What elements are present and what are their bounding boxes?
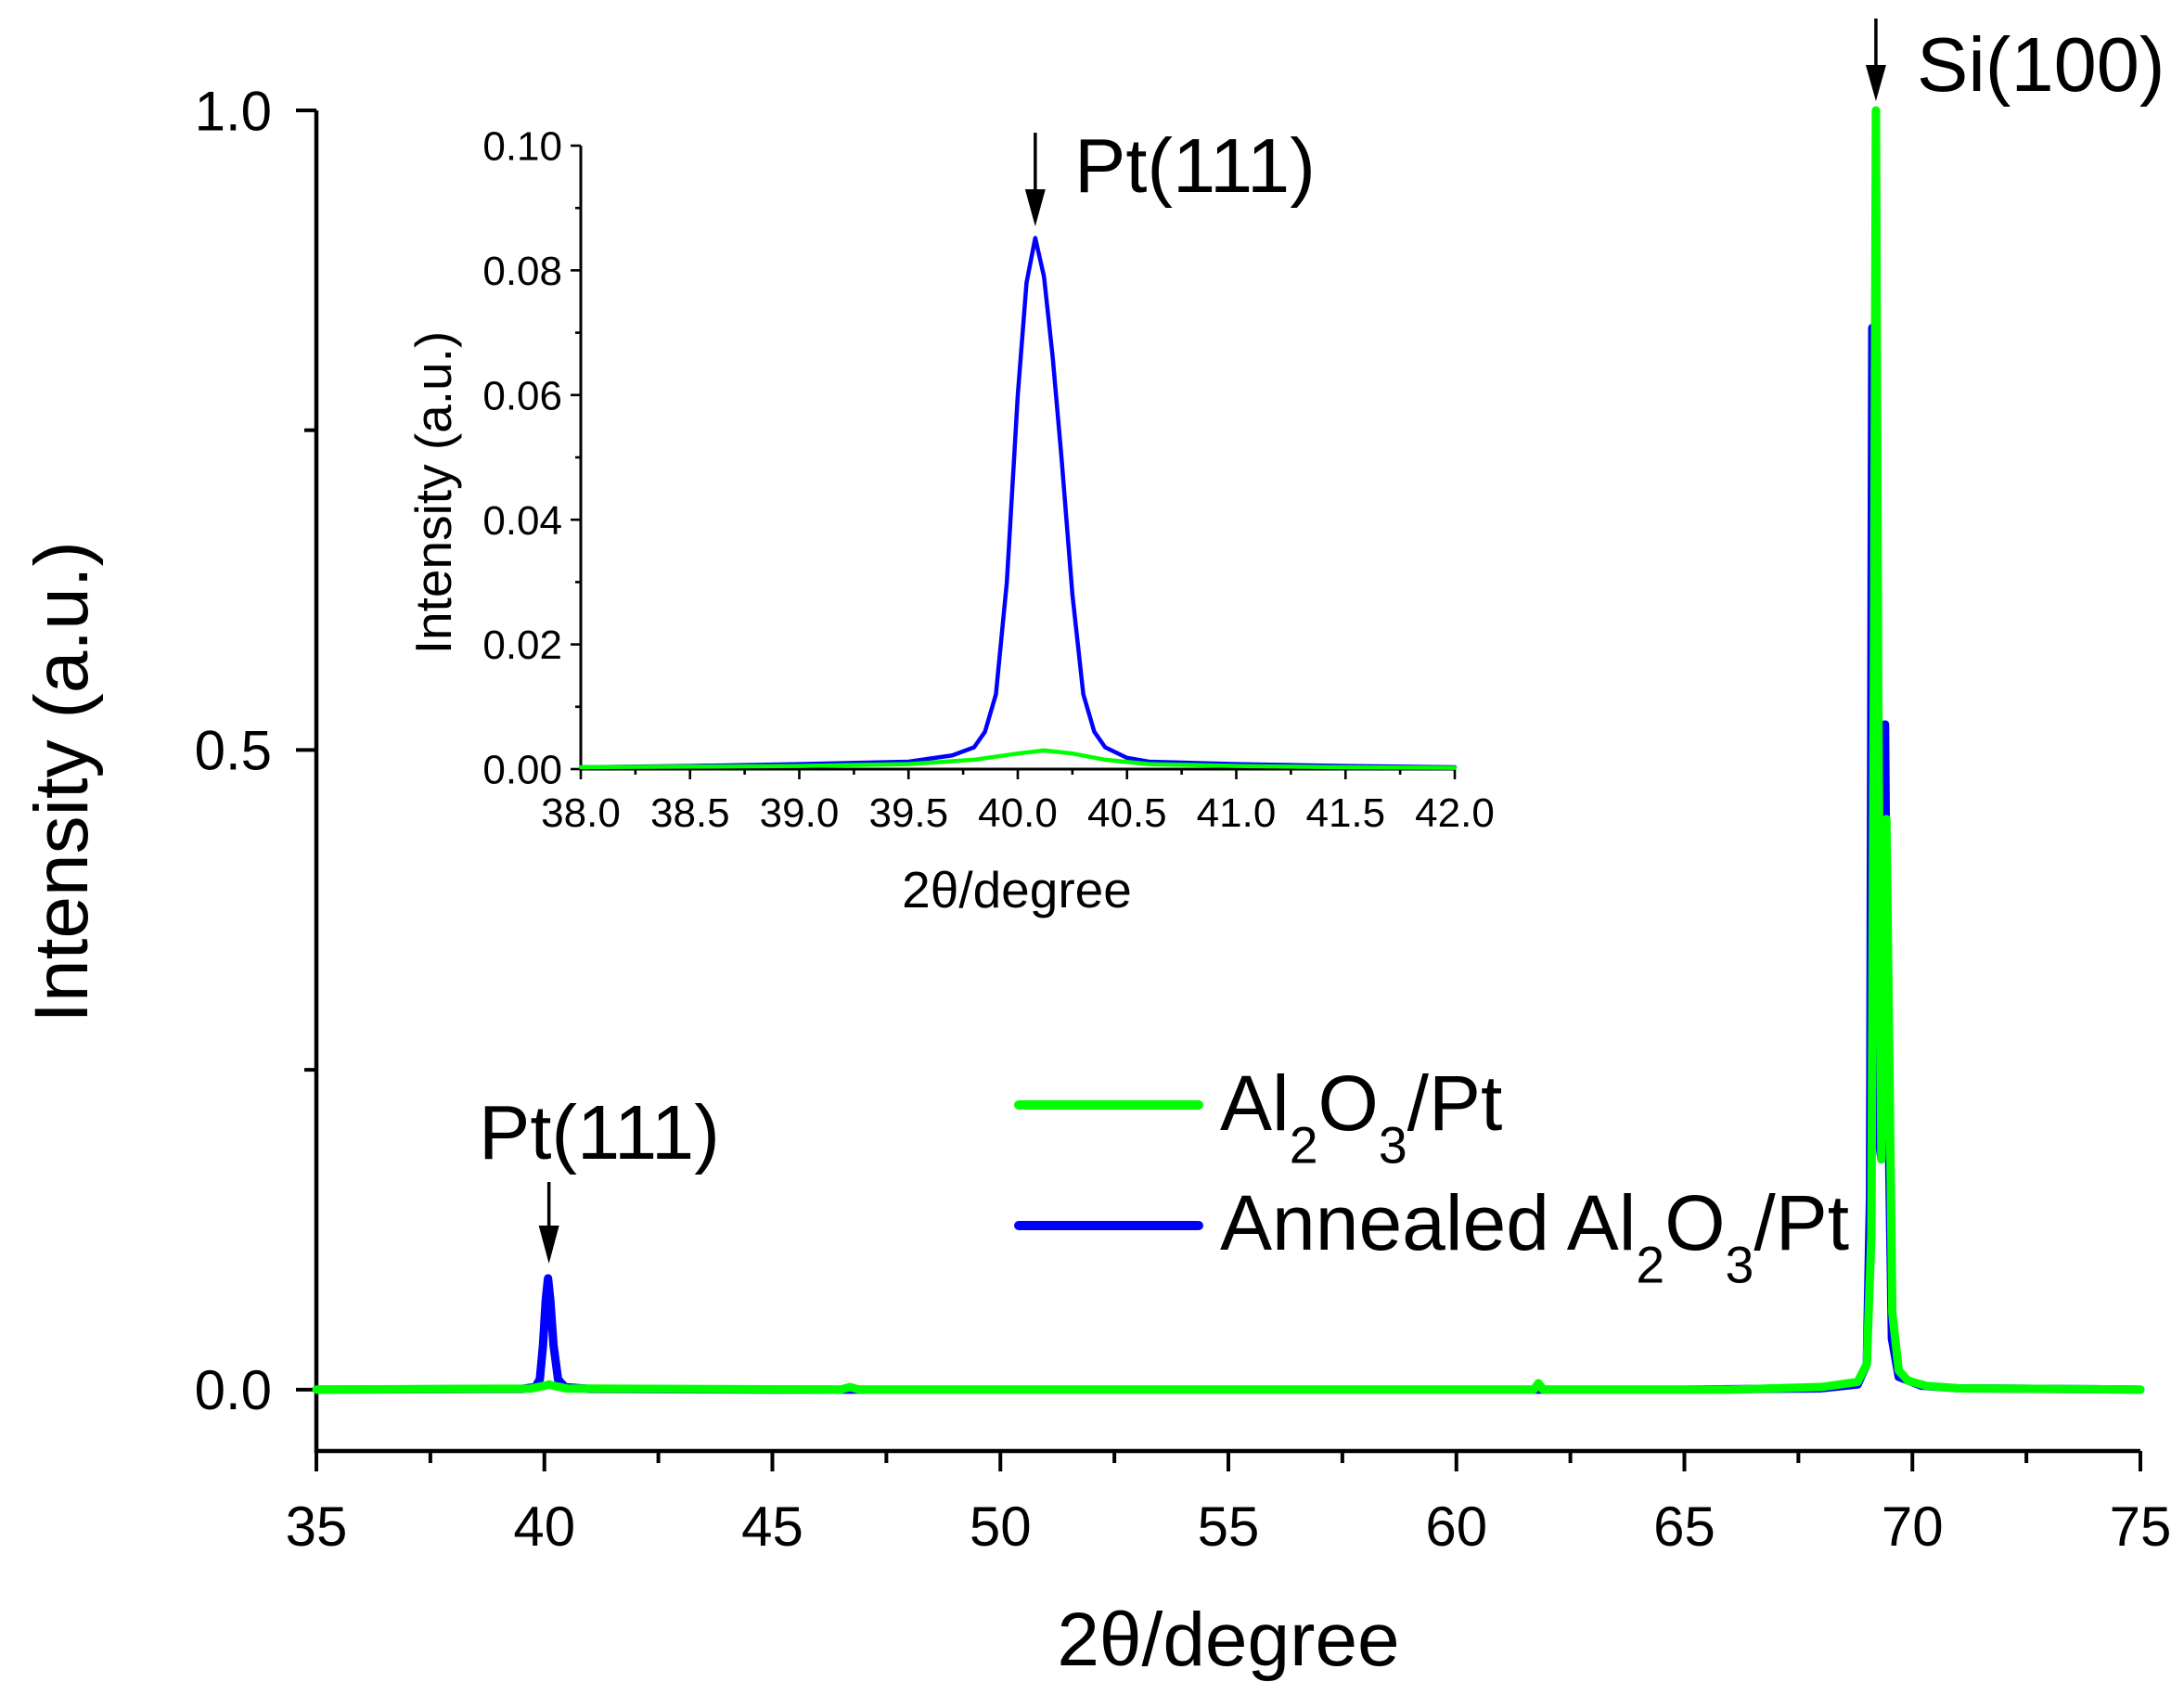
series-line-al2o3-pt bbox=[312, 106, 2145, 1394]
y-tick-label-0-5: 0.5 bbox=[195, 720, 272, 782]
inset-y-tick-label-0-08: 0.08 bbox=[482, 249, 562, 294]
legend-label-al2o3-pt: Al2O3/Pt bbox=[1220, 1059, 1502, 1174]
inset-y-axis-title: Intensity (a.u.) bbox=[405, 331, 462, 654]
inset-x-tick-label-39-0: 39.0 bbox=[760, 790, 840, 836]
inset-y-tick-label-0-10: 0.10 bbox=[482, 124, 562, 170]
inset-x-tick-label-41-5: 41.5 bbox=[1305, 790, 1385, 836]
inset-y-tick-label-0-06: 0.06 bbox=[482, 373, 562, 418]
x-tick-label-75: 75 bbox=[2110, 1496, 2172, 1558]
legend-text-part: O bbox=[1318, 1059, 1379, 1147]
inset-y-tick-label-0-02: 0.02 bbox=[482, 623, 562, 668]
inset-x-tick-label-40-0: 40.0 bbox=[978, 790, 1058, 836]
inset-x-tick-label-39-5: 39.5 bbox=[868, 790, 948, 836]
y-tick-label-0-0: 0.0 bbox=[195, 1359, 272, 1421]
inset-x-tick-label-38-5: 38.5 bbox=[650, 790, 730, 836]
inset-y-tick-label-0-04: 0.04 bbox=[482, 498, 562, 544]
x-tick-label-65: 65 bbox=[1653, 1496, 1715, 1558]
inset-annotation-label-pt-111: Pt(111) bbox=[1074, 122, 1316, 209]
x-tick-label-45: 45 bbox=[741, 1496, 803, 1558]
inset-x-tick-label-41-0: 41.0 bbox=[1197, 790, 1277, 836]
x-tick-label-60: 60 bbox=[1425, 1496, 1487, 1558]
legend-label-annealed-al2o3-pt: Annealed Al2O3/Pt bbox=[1220, 1179, 1849, 1293]
legend-text-part: /Pt bbox=[1407, 1059, 1503, 1147]
inset-annotation-arrow-head-pt-111 bbox=[1024, 189, 1046, 226]
legend-text-part: Annealed Al bbox=[1220, 1179, 1636, 1266]
y-tick-label-1-0: 1.0 bbox=[195, 80, 272, 142]
main-plot: 35 40 45 50 55 60 65 70 75 0.0 0.5 1.0 2θ/degree Inte… bbox=[19, 19, 2171, 1682]
series-group bbox=[312, 106, 2145, 1394]
legend-subscript: 2 bbox=[1290, 1116, 1318, 1174]
legend-subscript: 3 bbox=[1379, 1116, 1407, 1174]
inset-x-tick-label-42-0: 42.0 bbox=[1415, 790, 1495, 836]
annotation-label-pt-111: Pt(111) bbox=[479, 1089, 720, 1175]
x-axis-title: 2θ/degree bbox=[1057, 1598, 1399, 1682]
inset-x-tick-label-38-0: 38.0 bbox=[541, 790, 621, 836]
legend-text-part: /Pt bbox=[1754, 1179, 1849, 1266]
inset-series-line-annealed-al2o3-pt bbox=[578, 236, 1458, 770]
annotation-arrow-head-pt-111 bbox=[538, 1226, 559, 1264]
annotation-arrow-head-si-100 bbox=[1865, 65, 1886, 101]
legend-subscript: 3 bbox=[1726, 1236, 1754, 1293]
x-tick-label-40: 40 bbox=[513, 1496, 575, 1558]
x-tick-label-55: 55 bbox=[1198, 1496, 1260, 1558]
x-tick-label-35: 35 bbox=[286, 1496, 348, 1558]
legend-text-part: O bbox=[1664, 1179, 1725, 1266]
legend-text-part: Al bbox=[1220, 1059, 1290, 1147]
x-tick-label-50: 50 bbox=[970, 1496, 1032, 1558]
legend-subscript: 2 bbox=[1636, 1236, 1664, 1293]
inset-x-axis-title: 2θ/degree bbox=[902, 861, 1132, 918]
inset-series-line-al2o3-pt bbox=[578, 748, 1458, 770]
x-tick-label-70: 70 bbox=[1882, 1496, 1944, 1558]
inset-series-group bbox=[578, 236, 1458, 770]
inset-y-tick-label-0-00: 0.00 bbox=[482, 748, 562, 793]
inset-x-tick-label-40-5: 40.5 bbox=[1087, 790, 1167, 836]
inset-plot: 38.0 38.5 39.0 39.5 40.0 40.5 41.0 41.5 42.0 0.00… bbox=[405, 122, 1495, 918]
y-axis-title: Intensity (a.u.) bbox=[19, 541, 104, 1023]
annotation-label-si-100: Si(100) bbox=[1917, 21, 2165, 108]
